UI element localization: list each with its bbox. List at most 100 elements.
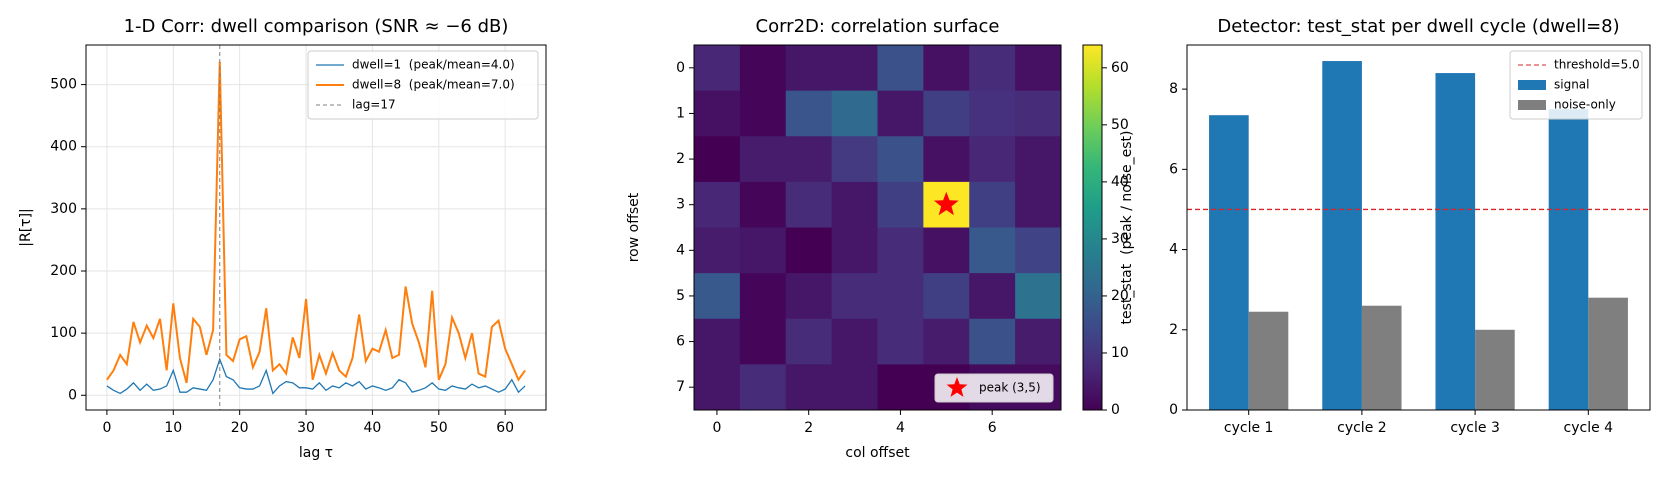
y-tick-label: 6 [1169, 161, 1178, 177]
legend-box [307, 50, 539, 120]
heatmap-cell [785, 45, 833, 92]
heatmap-cell [739, 318, 787, 365]
heatmap-cell [1015, 318, 1062, 365]
y-tick-label: 8 [1169, 81, 1178, 97]
heatmap-cell [739, 90, 787, 137]
legend-label: dwell=1 (peak/mean=4.0) [352, 58, 515, 72]
x-tick-label: 10 [164, 420, 182, 436]
heatmap-cell [923, 227, 970, 274]
heatmap-cell [877, 273, 924, 320]
y-tick-label: 4 [676, 242, 685, 258]
bar [1209, 115, 1249, 410]
bar [1475, 329, 1515, 410]
bar [1322, 61, 1362, 411]
bar [1548, 109, 1589, 410]
x-tick-label: cycle 4 [1564, 420, 1614, 436]
heatmap-cell [1015, 273, 1062, 320]
heatmap-cell [1015, 227, 1062, 274]
bar [1435, 73, 1476, 411]
heatmap-cell [831, 227, 878, 274]
heatmap-cell [969, 181, 1016, 228]
x-tick-label: 40 [364, 420, 382, 436]
y-tick-label: 1 [676, 105, 685, 121]
heatmap-cell [694, 181, 741, 228]
axes-frame [1186, 44, 1651, 411]
legend-label: threshold=5.0 [1554, 58, 1640, 72]
y-tick-label: 500 [50, 77, 77, 93]
colorbar-tick-label: 60 [1111, 60, 1129, 76]
heatmap-cell [923, 45, 970, 92]
heatmap-cell [923, 136, 970, 183]
legend-label: dwell=8 (peak/mean=7.0) [352, 78, 515, 92]
heatmap-cell [785, 273, 833, 320]
colorbar-tick-label: 50 [1111, 117, 1129, 133]
heatmap-cell [739, 364, 787, 411]
legend: threshold=5.0 signal noise-only [1509, 50, 1643, 120]
series-line [106, 61, 526, 384]
y-tick-label: 3 [676, 197, 685, 213]
y-tick-label: 6 [676, 334, 685, 350]
heatmap-cell [923, 90, 970, 137]
heatmap-cell [923, 273, 970, 320]
axes-frame [693, 44, 1062, 411]
heatmap-cell [739, 45, 787, 92]
y-tick-label: 200 [50, 263, 77, 279]
x-tick-label: 30 [297, 420, 315, 436]
x-tick-label: cycle 3 [1450, 420, 1500, 436]
heatmap-cell [739, 227, 787, 274]
heatmap-cell [1015, 136, 1062, 183]
chart-title: Corr2D: correlation surface [756, 16, 1000, 37]
heatmap-cell [877, 181, 924, 228]
heatmap-cell [923, 318, 970, 365]
heatmap-cell [785, 181, 833, 228]
heatmap-cell [694, 318, 741, 365]
heatmap-cell [694, 364, 741, 411]
series-line [106, 357, 526, 395]
heatmap-cell [969, 318, 1016, 365]
heatmap-cell [785, 227, 833, 274]
heatmap-cell [877, 90, 924, 137]
heatmap-cell [785, 364, 833, 411]
y-tick-label: 0 [676, 60, 685, 76]
y-axis-label: test_stat (peak / noise_est) [1119, 131, 1135, 325]
legend-box [934, 373, 1054, 403]
x-tick-label: 2 [804, 420, 813, 436]
x-tick-label: 50 [430, 420, 448, 436]
heatmap-cell [694, 136, 741, 183]
legend-label: noise-only [1554, 98, 1616, 112]
y-tick-label: 5 [676, 288, 685, 304]
x-tick-label: 20 [231, 420, 249, 436]
heatmap-cell [739, 273, 787, 320]
chart-title: 1-D Corr: dwell comparison (SNR ≈ −6 dB) [124, 16, 509, 37]
legend: dwell=1 (peak/mean=4.0) dwell=8 (peak/mea… [307, 50, 539, 120]
heatmap-cell [831, 90, 878, 137]
legend-swatch [1518, 100, 1546, 110]
heatmap-cell [969, 45, 1016, 92]
heatmap-cell [694, 273, 741, 320]
x-tick-label: 6 [988, 420, 997, 436]
heatmap-cell [1015, 90, 1062, 137]
y-tick-label: 7 [676, 379, 685, 395]
heatmap-cell [785, 136, 833, 183]
colorbar-tick-label: 30 [1111, 231, 1129, 247]
x-tick-label: 0 [102, 420, 111, 436]
bar [1361, 305, 1402, 410]
axes-frame [85, 44, 547, 411]
y-tick-label: 2 [676, 151, 685, 167]
heatmap-cell [694, 90, 741, 137]
x-tick-label: 60 [496, 420, 514, 436]
y-tick-label: 300 [50, 201, 77, 217]
heatmap-cell [694, 45, 741, 92]
heatmap-cell [739, 136, 787, 183]
colorbar-tick-label: 40 [1111, 174, 1129, 190]
heatmap-cell [739, 181, 787, 228]
colorbar-tick-label: 0 [1111, 402, 1120, 418]
x-tick-label: 0 [712, 420, 721, 436]
y-tick-label: 0 [1169, 402, 1178, 418]
x-axis-label: lag τ [299, 445, 333, 461]
heatmap-cell [831, 45, 878, 92]
y-tick-label: 400 [50, 139, 77, 155]
heatmap-cell [831, 181, 878, 228]
